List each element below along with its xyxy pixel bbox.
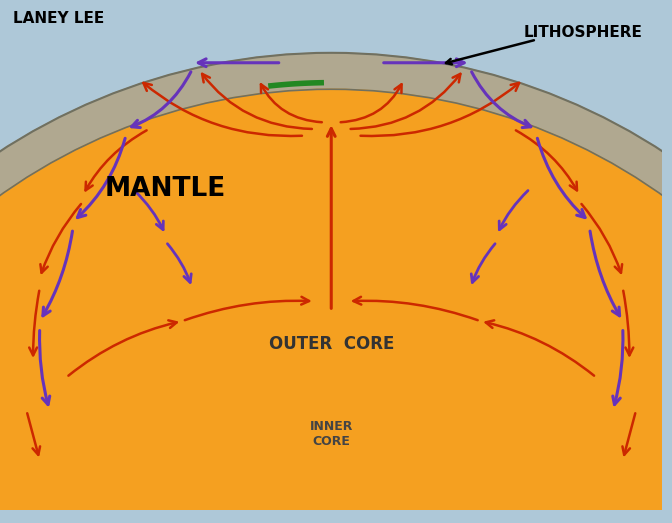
Text: MANTLE: MANTLE [105, 176, 226, 202]
Circle shape [0, 311, 672, 523]
Circle shape [159, 487, 503, 523]
Text: LANEY LEE: LANEY LEE [13, 11, 105, 26]
Circle shape [0, 53, 672, 523]
Circle shape [0, 89, 672, 523]
Circle shape [0, 89, 672, 523]
Text: LITHOSPHERE: LITHOSPHERE [523, 26, 642, 40]
Text: OUTER  CORE: OUTER CORE [269, 335, 394, 354]
Text: INNER
CORE: INNER CORE [310, 420, 353, 448]
